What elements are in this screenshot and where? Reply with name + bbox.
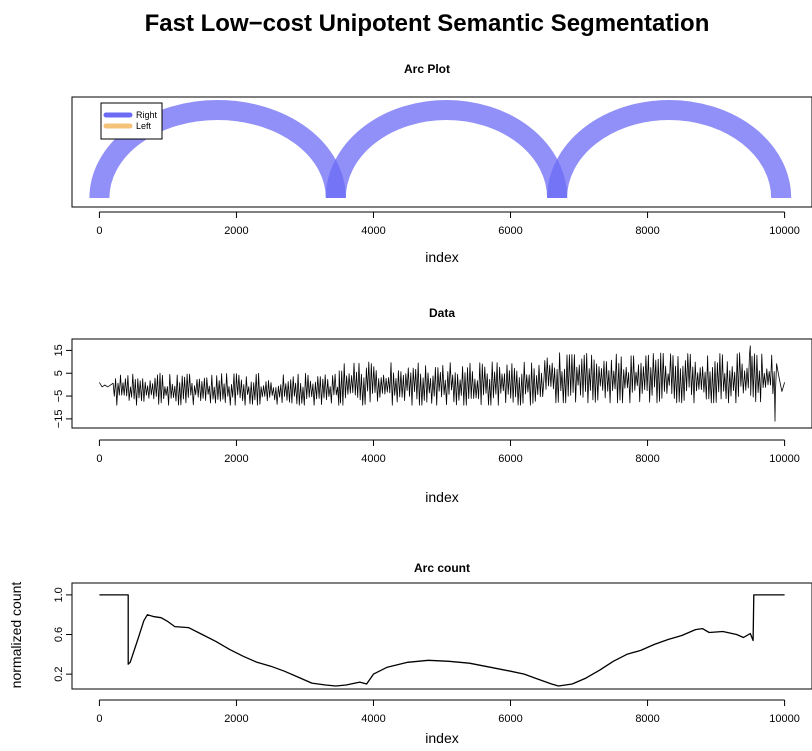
arc-count-line xyxy=(99,594,785,687)
data-x-label: index xyxy=(425,489,458,505)
arc-count-title: Arc count xyxy=(414,561,470,575)
arc-count-x-tick-label: 8000 xyxy=(635,713,659,725)
arc-plot-legend: Right Left xyxy=(100,102,163,140)
data-x-tick-label: 10000 xyxy=(769,453,800,465)
arc-count-y-tick-label: 1.0 xyxy=(53,587,65,602)
legend-box xyxy=(100,102,163,140)
arc-count-x-tick-label: 2000 xyxy=(224,713,248,725)
arc-count-y-label: normalized count xyxy=(8,582,24,689)
data-x-tick-label: 2000 xyxy=(224,453,248,465)
arc-count-y-tick-label: 0.6 xyxy=(53,627,65,642)
data-x-tick-label: 8000 xyxy=(635,453,659,465)
arc-count-x-label: index xyxy=(425,730,458,746)
figure-title: Fast Low−cost Unipotent Semantic Segment… xyxy=(145,10,710,37)
arc-count-x-tick-label: 6000 xyxy=(498,713,522,725)
data-x-tick-label: 0 xyxy=(96,453,102,465)
arc-plot-x-axis: 0 2000 4000 6000 8000 10000 xyxy=(96,211,800,237)
arc-plot-x-label: index xyxy=(425,249,458,265)
data-y-tick-label: −15 xyxy=(53,410,65,429)
arc-count-x-axis: 0 2000 4000 6000 8000 10000 xyxy=(96,699,800,725)
data-y-tick-label: −5 xyxy=(53,390,65,403)
arc-3450-6680 xyxy=(325,100,568,199)
legend-left-label: Left xyxy=(136,121,152,131)
arc-plot-x-tick-label: 8000 xyxy=(635,225,659,237)
data-y-tick-label: 15 xyxy=(53,344,65,356)
legend-right-label: Right xyxy=(136,110,158,120)
arc-plot-panel: Arc Plot 0 2000 4000 6000 8000 10000 index Ri… xyxy=(71,62,812,265)
arc-plot-arcs xyxy=(89,100,792,199)
arc-count-panel: Arc count 0 2000 4000 6000 8000 10000 0.2 0.6 1… xyxy=(8,561,812,746)
arc-plot-title: Arc Plot xyxy=(404,62,450,76)
arc-0-3450 xyxy=(89,100,346,199)
data-title: Data xyxy=(429,306,455,320)
arc-count-x-tick-label: 0 xyxy=(96,713,102,725)
data-panel: Data 0 2000 4000 6000 8000 10000 −15 −5 5 15 ind… xyxy=(53,306,812,505)
arc-count-x-tick-label: 4000 xyxy=(361,713,385,725)
arc-count-x-tick-label: 10000 xyxy=(769,713,800,725)
data-series-line xyxy=(99,345,785,422)
data-x-tick-label: 4000 xyxy=(361,453,385,465)
arc-plot-x-tick-label: 2000 xyxy=(224,225,248,237)
arc-plot-x-tick-label: 4000 xyxy=(361,225,385,237)
arc-plot-x-tick-label: 6000 xyxy=(498,225,522,237)
arc-plot-x-tick-label: 0 xyxy=(96,225,102,237)
arc-count-y-tick-label: 0.2 xyxy=(53,666,65,681)
arc-6680-9950 xyxy=(547,100,792,199)
data-y-tick-label: 5 xyxy=(53,370,65,376)
arc-count-frame xyxy=(71,582,812,690)
arc-count-y-axis: 0.2 0.6 1.0 xyxy=(53,587,73,682)
data-y-axis: −15 −5 5 15 xyxy=(53,344,73,429)
arc-plot-frame xyxy=(71,96,812,208)
arc-plot-x-tick-label: 10000 xyxy=(769,225,800,237)
data-x-axis: 0 2000 4000 6000 8000 10000 xyxy=(96,439,800,465)
data-x-tick-label: 6000 xyxy=(498,453,522,465)
